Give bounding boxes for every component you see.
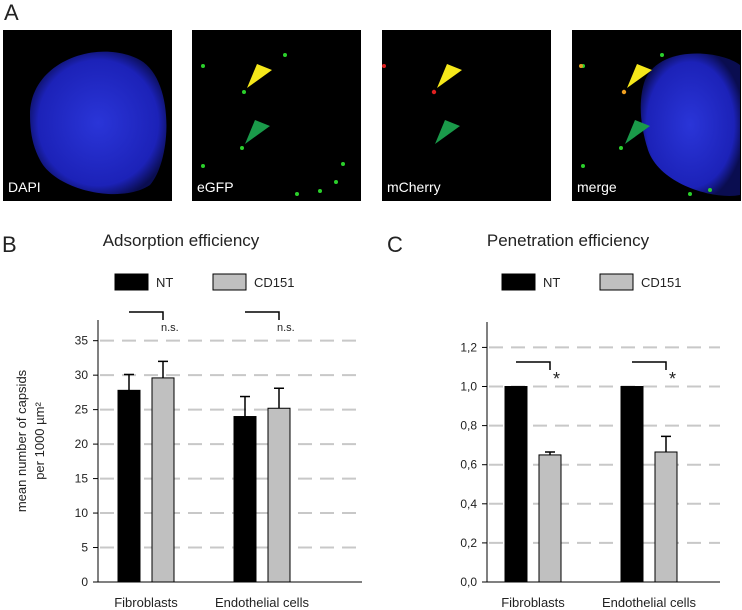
y-tick-label: 0 — [81, 575, 88, 589]
legend-swatch — [212, 273, 247, 291]
error-bar — [240, 395, 250, 417]
panel-letter: C — [387, 232, 403, 257]
x-tick-label: Fibroblasts — [114, 595, 178, 610]
legend-swatch — [501, 273, 536, 291]
image-label: mCherry — [387, 179, 441, 195]
image-label: merge — [577, 179, 617, 195]
y-axis-label: mean number of capsids — [14, 369, 29, 512]
y-tick-label: 10 — [75, 506, 89, 520]
annotation: n.s. — [277, 322, 295, 334]
y-tick-label: 15 — [75, 472, 89, 486]
bar — [538, 454, 562, 583]
micrographs — [3, 30, 741, 201]
y-tick-label: 0,2 — [460, 536, 477, 550]
legend-label: CD151 — [254, 275, 294, 290]
bar — [504, 386, 528, 583]
annotation: n.s. — [161, 322, 179, 334]
legend-swatch — [114, 273, 149, 291]
error-bar — [545, 451, 555, 455]
bar — [654, 451, 678, 583]
bar — [151, 377, 175, 583]
legend-label: NT — [543, 275, 560, 290]
image-label: eGFP — [197, 179, 234, 195]
y-tick-label: 20 — [75, 437, 89, 451]
bar — [117, 389, 141, 583]
x-tick-label: Endothelial cells — [602, 595, 696, 610]
nucleus — [640, 53, 740, 196]
y-tick-label: 0,8 — [460, 419, 477, 433]
image-label: DAPI — [8, 179, 41, 195]
y-tick-label: 1,0 — [460, 380, 477, 394]
significance-bracket — [516, 361, 551, 370]
y-tick-label: 0,4 — [460, 497, 477, 511]
x-tick-label: Endothelial cells — [215, 595, 309, 610]
panel-letter: B — [2, 232, 17, 257]
annotation: * — [669, 369, 676, 389]
legend-swatch — [599, 273, 634, 291]
bar — [233, 416, 257, 583]
nucleus — [30, 51, 167, 195]
error-bar — [124, 373, 134, 391]
error-bar — [158, 360, 168, 378]
panel-letter: A — [4, 0, 19, 25]
y-tick-label: 1,2 — [460, 340, 477, 354]
error-bar — [661, 435, 671, 452]
legend-label: NT — [156, 275, 173, 290]
x-tick-label: Fibroblasts — [501, 595, 565, 610]
significance-bracket — [632, 361, 667, 370]
error-bar — [274, 387, 284, 409]
y-tick-label: 35 — [75, 334, 89, 348]
significance-bracket — [245, 311, 280, 320]
y-tick-label: 0,6 — [460, 458, 477, 472]
y-axis-label: per 1000 µm² — [32, 402, 47, 480]
y-tick-label: 30 — [75, 368, 89, 382]
y-tick-label: 0,0 — [460, 575, 477, 589]
y-tick-label: 25 — [75, 403, 89, 417]
legend-label: CD151 — [641, 275, 681, 290]
significance-bracket — [129, 311, 164, 320]
y-tick-label: 5 — [81, 541, 88, 555]
chart-title: Adsorption efficiency — [103, 231, 260, 250]
image-mcherry — [382, 30, 551, 201]
chart-title: Penetration efficiency — [487, 231, 650, 250]
annotation: * — [553, 369, 560, 389]
bar — [620, 386, 644, 583]
bar — [267, 407, 291, 583]
image-egfp — [192, 30, 361, 201]
